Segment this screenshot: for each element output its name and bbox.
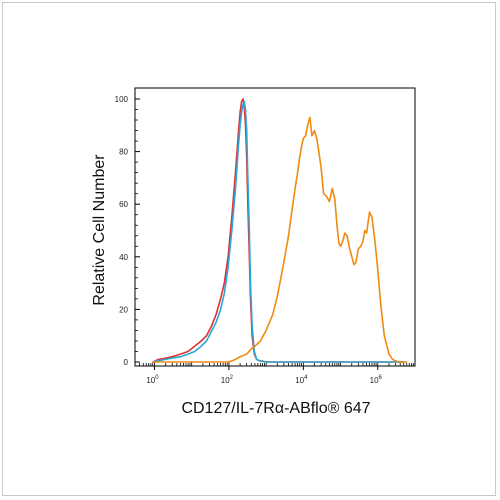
y-tick-label: 40 bbox=[119, 253, 128, 262]
series-line-2 bbox=[152, 100, 405, 363]
series-line-3 bbox=[152, 116, 408, 363]
x-tick-label: 104 bbox=[295, 375, 308, 385]
series-line-1 bbox=[152, 98, 405, 363]
x-axis-title: CD127/IL-7Rα-ABflo® 647 bbox=[181, 400, 370, 417]
y-tick-label: 80 bbox=[119, 148, 128, 157]
y-tick-label: 100 bbox=[115, 95, 129, 104]
x-tick-label: 102 bbox=[221, 375, 234, 385]
y-axis-title: Relative Cell Number bbox=[91, 154, 108, 306]
y-tick-label: 20 bbox=[119, 305, 128, 314]
plot-frame bbox=[134, 87, 416, 367]
y-tick-label: 60 bbox=[119, 200, 128, 209]
y-tick-label: 0 bbox=[124, 358, 129, 367]
image-frame bbox=[2, 2, 496, 496]
x-tick-label: 106 bbox=[370, 375, 383, 385]
plot-area: 0 20 40 60 80 100 100 102 104 106 bbox=[115, 87, 416, 385]
x-tick-label: 100 bbox=[146, 375, 159, 385]
